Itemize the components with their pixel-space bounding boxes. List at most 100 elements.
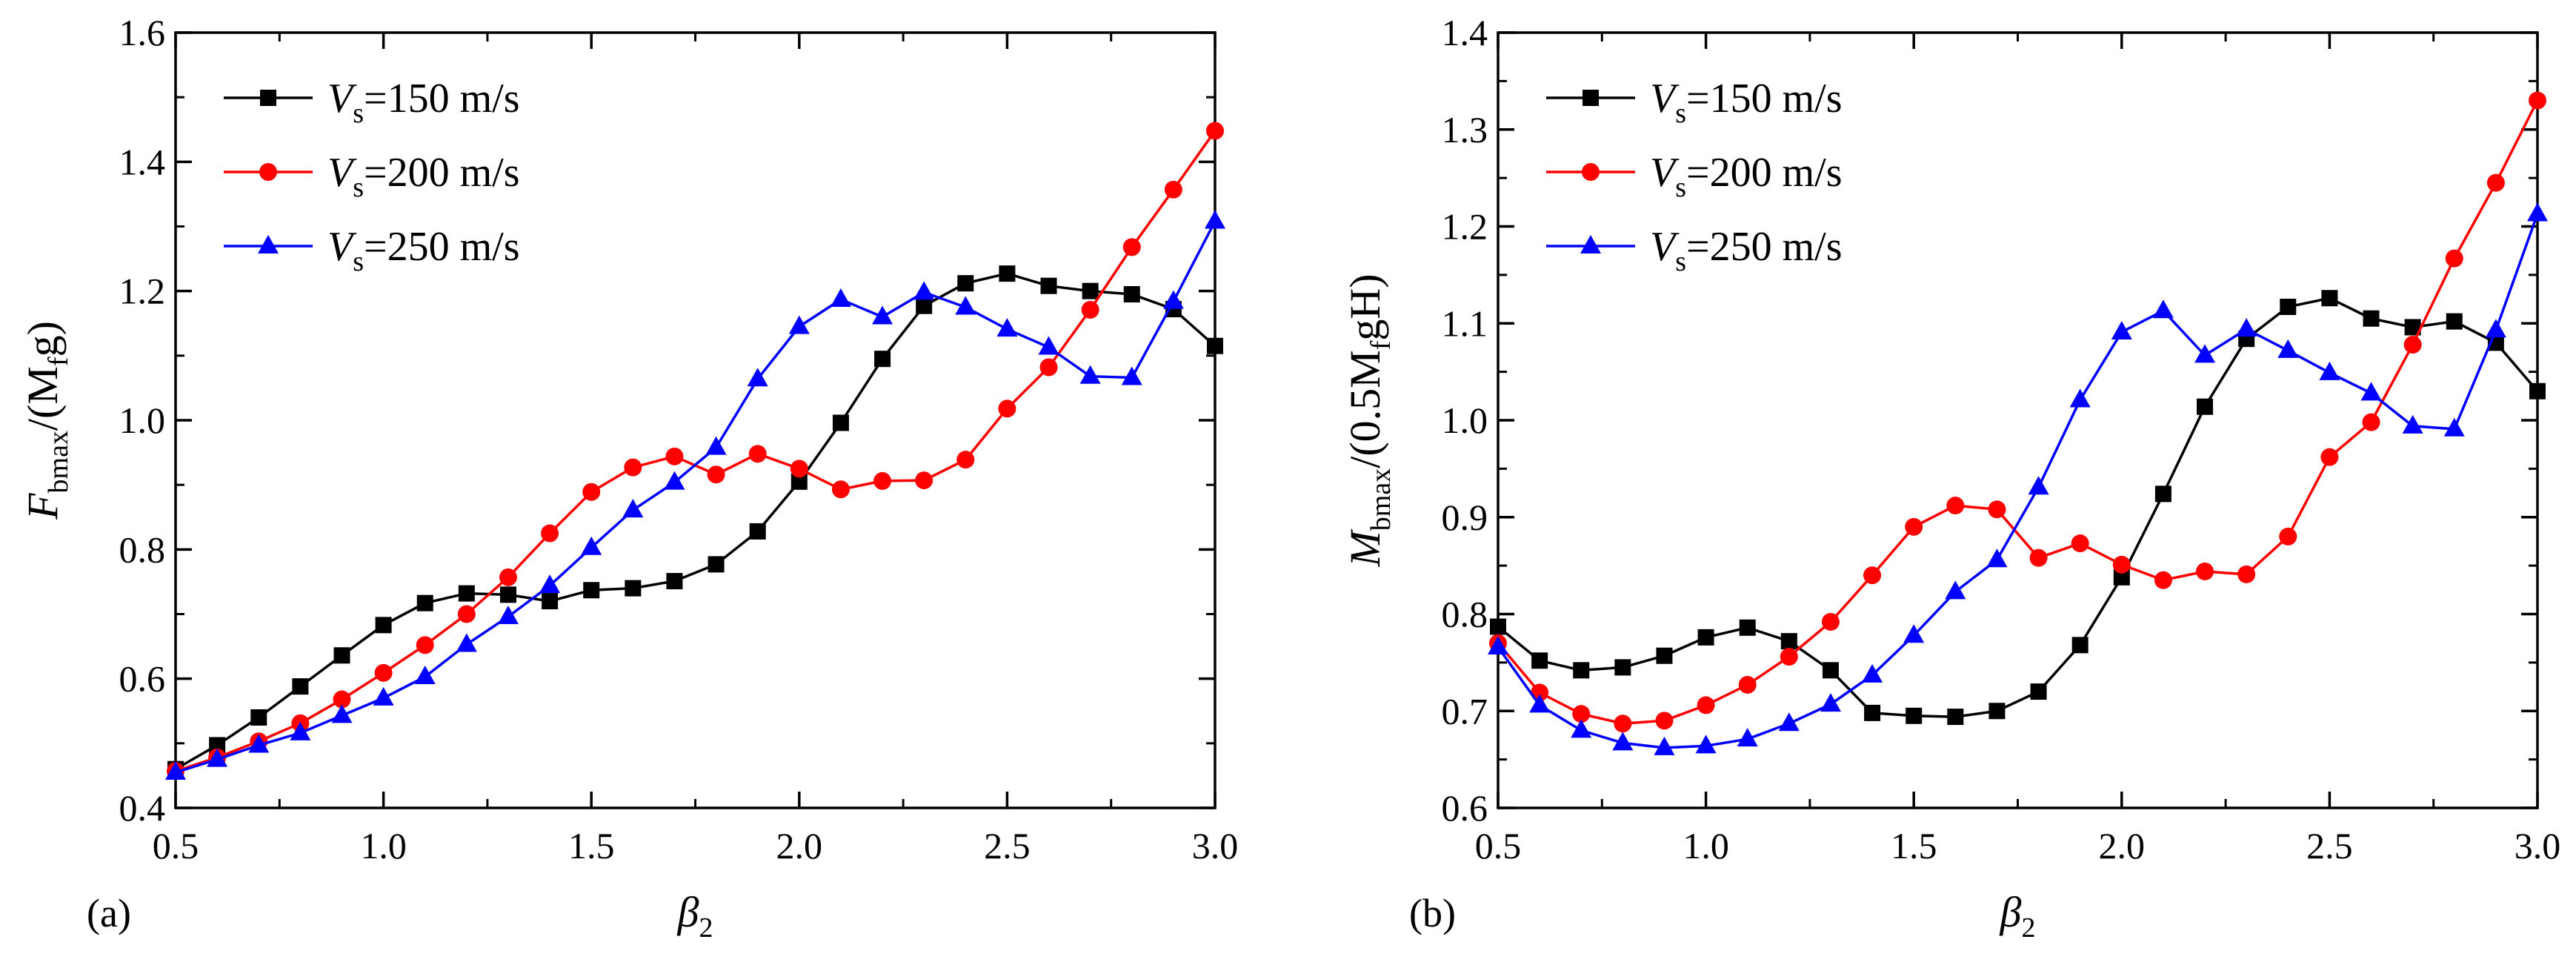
- series-1: [167, 265, 1223, 778]
- legend-label-rest: =250 m/s: [1686, 224, 1843, 270]
- data-point: [2113, 568, 2130, 586]
- data-point: [791, 473, 808, 490]
- legend-entry-label: Vs=150 m/s: [327, 76, 520, 129]
- y-axis-title-part: M: [1341, 529, 1389, 568]
- data-point: [2071, 534, 2089, 553]
- legend-label-main: V: [327, 150, 357, 196]
- legend-label-main: V: [327, 224, 357, 270]
- data-point: [831, 480, 850, 499]
- series-2: [167, 122, 1224, 780]
- data-point: [1082, 282, 1099, 299]
- data-point: [1737, 728, 1758, 747]
- y-tick-label: 0.4: [119, 787, 166, 829]
- data-point: [248, 734, 270, 753]
- x-axis-title: β2: [677, 888, 713, 944]
- data-point: [748, 445, 767, 463]
- x-axis-title: β2: [2000, 888, 2036, 944]
- data-point: [999, 265, 1016, 282]
- data-point: [1906, 707, 1923, 724]
- data-point: [1988, 500, 2006, 519]
- data-point: [497, 605, 519, 624]
- legend-label-main: V: [1650, 150, 1680, 196]
- data-point: [2446, 313, 2463, 330]
- data-point: [665, 447, 684, 465]
- legend-label-sub: s: [1675, 246, 1686, 277]
- series-3: [165, 210, 1225, 780]
- data-point: [957, 275, 974, 292]
- legend-marker: [1580, 235, 1601, 253]
- legend-label-sub: s: [353, 172, 364, 203]
- data-point: [2196, 562, 2214, 580]
- y-axis-title-part: g): [19, 321, 67, 357]
- data-point: [1656, 647, 1673, 664]
- data-point: [955, 296, 976, 315]
- data-point: [331, 704, 353, 723]
- data-point: [1654, 736, 1675, 755]
- data-point: [1040, 277, 1057, 294]
- series-3: [1488, 202, 2548, 755]
- legend-entry-label: Vs=250 m/s: [1650, 224, 1843, 277]
- data-point: [749, 523, 766, 540]
- data-point: [2197, 398, 2214, 415]
- data-point: [664, 471, 685, 490]
- data-point: [788, 315, 810, 334]
- y-axis-title-sub: bmax: [1365, 468, 1397, 531]
- data-point: [1573, 662, 1590, 679]
- data-point: [2321, 290, 2338, 307]
- data-point: [2319, 361, 2340, 380]
- data-point: [1821, 612, 1840, 631]
- data-point: [1039, 358, 1058, 377]
- data-point: [1905, 517, 1923, 536]
- x-axis-title-sub: 2: [699, 912, 713, 944]
- data-point: [1863, 566, 1882, 585]
- y-tick-label: 0.8: [119, 528, 166, 570]
- data-point: [374, 663, 393, 682]
- y-axis-title-part: gH): [1341, 274, 1389, 340]
- y-axis-title-sub: f: [43, 357, 74, 366]
- legend-label-rest: =150 m/s: [364, 76, 520, 122]
- data-point: [916, 297, 933, 314]
- data-point: [1614, 659, 1631, 676]
- data-point: [1820, 693, 1841, 712]
- data-point: [292, 678, 309, 695]
- data-point: [1531, 652, 1548, 669]
- data-point: [666, 573, 683, 590]
- data-point: [2069, 388, 2091, 408]
- legend: Vs=150 m/sVs=200 m/sVs=250 m/s: [224, 76, 520, 277]
- data-point: [1612, 732, 1634, 751]
- legend-label-sub: s: [1675, 172, 1686, 203]
- data-point: [2402, 414, 2423, 434]
- data-point: [416, 636, 434, 654]
- data-point: [2112, 555, 2131, 574]
- data-point: [541, 524, 559, 543]
- y-tick-label: 1.2: [119, 271, 166, 312]
- data-point: [2445, 249, 2463, 268]
- data-point: [2029, 548, 2048, 567]
- data-point: [2403, 336, 2422, 354]
- legend-entry-label: Vs=200 m/s: [327, 150, 520, 203]
- x-axis-title-sub: 2: [2021, 912, 2035, 944]
- y-axis-title: Mbmax/(0.5MfgH): [1341, 274, 1397, 567]
- data-point: [1079, 365, 1101, 384]
- y-tick-label: 1.0: [1442, 400, 1488, 441]
- data-point: [2485, 319, 2506, 338]
- data-point: [1822, 662, 1839, 679]
- legend-label-sub: s: [353, 98, 364, 129]
- y-axis-title-part: F: [19, 493, 67, 520]
- legend-entry-label: Vs=150 m/s: [1650, 76, 1843, 129]
- x-tick-label: 1.0: [360, 825, 407, 866]
- data-point: [375, 617, 392, 634]
- data-point: [539, 574, 561, 594]
- series-line: [1497, 296, 2539, 718]
- data-point: [2529, 91, 2546, 110]
- legend-label-main: V: [1650, 224, 1680, 270]
- data-point: [1655, 712, 1674, 730]
- legend-label-rest: =150 m/s: [1686, 76, 1843, 122]
- x-tick-label: 2.5: [2306, 825, 2353, 866]
- legend-entry-label: Vs=200 m/s: [1650, 150, 1843, 203]
- y-tick-label: 0.6: [119, 658, 166, 700]
- y-tick-label: 0.8: [1442, 594, 1488, 635]
- data-point: [1529, 694, 1551, 713]
- legend-label-sub: s: [353, 246, 364, 277]
